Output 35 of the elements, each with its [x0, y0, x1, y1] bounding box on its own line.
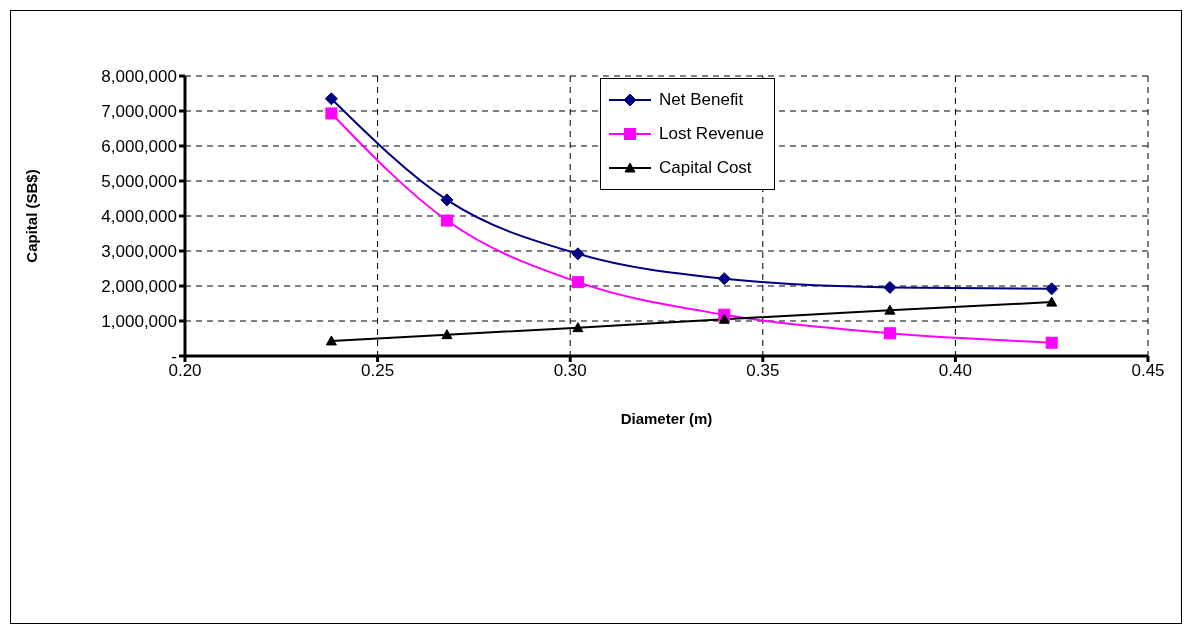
x-tick-label: 0.25	[361, 361, 395, 381]
point	[572, 322, 584, 333]
legend-label: Capital Cost	[659, 158, 752, 178]
point	[571, 276, 584, 289]
point	[1045, 282, 1059, 296]
point	[571, 247, 585, 261]
point	[440, 214, 453, 227]
y-tick-label: 7,000,000	[101, 102, 177, 122]
point	[884, 304, 896, 315]
point	[883, 280, 897, 294]
point	[324, 92, 338, 106]
x-tick-label: 0.30	[553, 361, 587, 381]
x-tick-label: 0.40	[938, 361, 972, 381]
y-axis-title: Capital (SB$)	[23, 169, 41, 263]
point	[883, 327, 896, 340]
point	[440, 193, 454, 207]
y-tick-label: 1,000,000	[101, 312, 177, 332]
point	[717, 272, 731, 286]
legend-label: Lost Revenue	[659, 124, 764, 144]
y-tick-label: 8,000,000	[101, 67, 177, 87]
point	[718, 313, 730, 324]
point	[325, 107, 338, 120]
legend-label: Net Benefit	[659, 90, 744, 110]
x-tick-label: 0.45	[1131, 361, 1165, 381]
x-axis-title: Diameter (m)	[620, 410, 713, 427]
y-tick-label: 3,000,000	[101, 242, 177, 262]
y-tick-label: 4,000,000	[101, 207, 177, 227]
y-tick-label: 5,000,000	[101, 172, 177, 192]
point	[1046, 296, 1058, 307]
point	[441, 329, 453, 340]
point	[1045, 336, 1058, 349]
x-tick-label: 0.35	[746, 361, 780, 381]
y-tick-label: 6,000,000	[101, 137, 177, 157]
point	[325, 335, 337, 346]
y-tick-label: 2,000,000	[101, 277, 177, 297]
